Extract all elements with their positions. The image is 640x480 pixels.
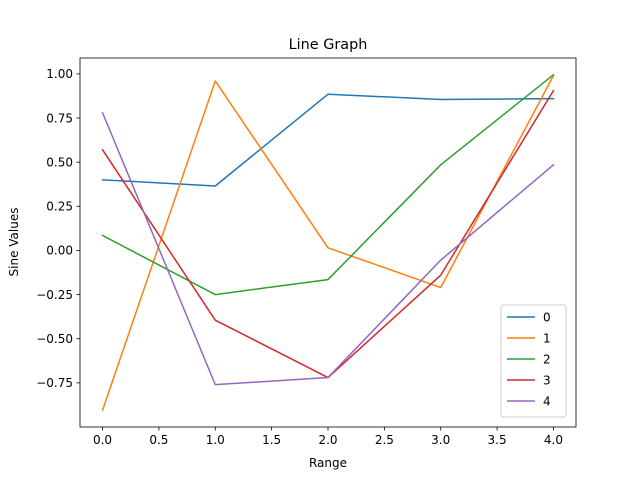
y-tick-label: 0.75 (46, 111, 73, 125)
x-tick-label: 3.0 (431, 433, 450, 447)
legend-label-1: 1 (543, 331, 551, 345)
legend: 0 1 2 3 4 (500, 304, 567, 418)
y-tick-label: 1.00 (46, 67, 73, 81)
x-tick-label: 2.5 (375, 433, 394, 447)
y-tick-label: −0.75 (36, 376, 73, 390)
series-lines (101, 73, 555, 412)
y-tick-label: −0.25 (36, 288, 73, 302)
y-tick-label: 0.00 (46, 244, 73, 258)
series-line-0 (101, 93, 555, 187)
x-axis-label: Range (309, 456, 347, 470)
plot-frame (79, 57, 577, 428)
legend-label-4: 4 (543, 394, 551, 408)
x-tick-label: 3.5 (488, 433, 507, 447)
y-axis-ticks: −0.75 −0.50 −0.25 0.00 0.25 0.50 0.75 1.00 (36, 67, 80, 390)
y-tick-label: 0.50 (46, 155, 73, 169)
x-tick-label: 0.5 (149, 433, 168, 447)
y-tick-label: −0.50 (36, 332, 73, 346)
x-axis-ticks: 0.0 0.5 1.0 1.5 2.0 2.5 3.0 3.5 4.0 (93, 427, 563, 447)
x-tick-label: 2.0 (318, 433, 337, 447)
series-line-1 (101, 74, 555, 412)
legend-box (500, 304, 567, 418)
chart-title: Line Graph (289, 37, 368, 53)
x-tick-label: 4.0 (544, 433, 563, 447)
x-tick-label: 1.5 (262, 433, 281, 447)
legend-label-0: 0 (543, 310, 551, 324)
legend-label-2: 2 (543, 352, 551, 366)
x-tick-label: 0.0 (93, 433, 112, 447)
series-line-2 (101, 73, 555, 296)
series-line-4 (101, 111, 555, 386)
x-tick-label: 1.0 (206, 433, 225, 447)
y-axis-label: Sine Values (7, 208, 21, 277)
legend-label-3: 3 (543, 373, 551, 387)
y-tick-label: 0.25 (46, 200, 73, 214)
